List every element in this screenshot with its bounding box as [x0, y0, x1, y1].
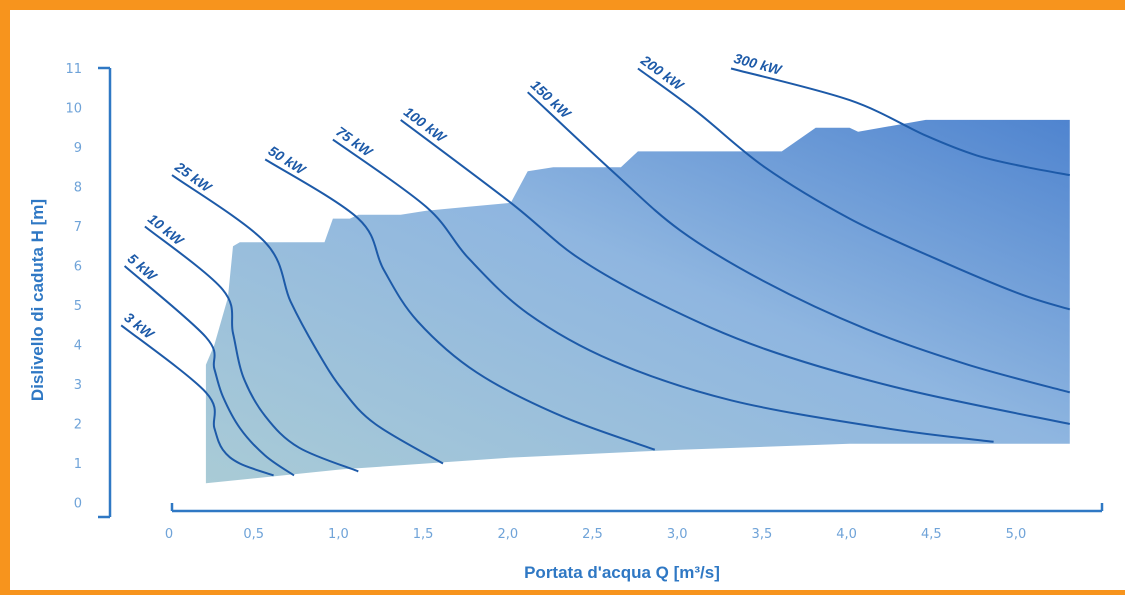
- axes-layer: [98, 66, 1104, 519]
- x-tick-label: 4,0: [836, 527, 857, 542]
- x-tick-label: 2,5: [582, 527, 603, 542]
- y-tick-label: 8: [74, 181, 82, 196]
- y-tick-label: 1: [74, 457, 82, 472]
- power-curve-100-kw: [400, 119, 1071, 425]
- power-curve-75-kw: [332, 138, 994, 443]
- x-tick-label: 2,0: [497, 527, 518, 542]
- y-tick-label: 0: [74, 497, 82, 512]
- application-area-layer: [205, 119, 1070, 484]
- y-tick-label: 10: [65, 102, 82, 117]
- y-tick-label: 9: [74, 141, 82, 156]
- power-curve-50-kw: [264, 158, 656, 451]
- x-tick-label: 3,5: [752, 527, 773, 542]
- power-curve-150-kw: [527, 91, 1071, 394]
- tick-labels-layer: 0 1 2 3 4 5 6 7 8 9 10 11 0 0,5 1,0 1,5 2,0 2,5 3,0 3,5 4,0 4…: [65, 62, 1026, 542]
- y-tick-label: 6: [74, 260, 82, 275]
- y-tick-label: 4: [74, 339, 82, 354]
- x-tick-label: 0,5: [243, 527, 264, 542]
- power-curve-25-kw: [171, 174, 444, 465]
- x-axis-title: Portata d'acqua Q [m³/s]: [524, 563, 720, 582]
- x-tick-label: 1,0: [328, 527, 349, 542]
- power-curve-10-kw: [144, 225, 359, 473]
- x-tick-label: 4,5: [921, 527, 942, 542]
- application-area: [205, 119, 1070, 484]
- y-axis-title: Dislivello di caduta H [m]: [28, 199, 47, 401]
- power-curve-label-5-kw: 5 kW: [125, 250, 161, 285]
- y-tick-label: 11: [65, 62, 82, 77]
- power-curve-label-300-kw: 300 kW: [732, 50, 784, 78]
- x-tick-label: 3,0: [667, 527, 688, 542]
- power-curve-300-kw: [730, 67, 1070, 177]
- x-tick-label: 5,0: [1006, 527, 1027, 542]
- power-curve-label-3-kw: 3 kW: [121, 309, 158, 343]
- y-tick-label: 7: [74, 220, 82, 235]
- y-tick-label: 5: [74, 299, 82, 314]
- power-curve-5-kw: [123, 265, 295, 477]
- x-tick-label: 0: [165, 527, 173, 542]
- power-curve-3-kw: [120, 324, 274, 477]
- x-tick-label: 1,5: [413, 527, 434, 542]
- power-curve-200-kw: [637, 67, 1071, 311]
- y-tick-label: 2: [74, 418, 82, 433]
- y-tick-label: 3: [74, 378, 82, 393]
